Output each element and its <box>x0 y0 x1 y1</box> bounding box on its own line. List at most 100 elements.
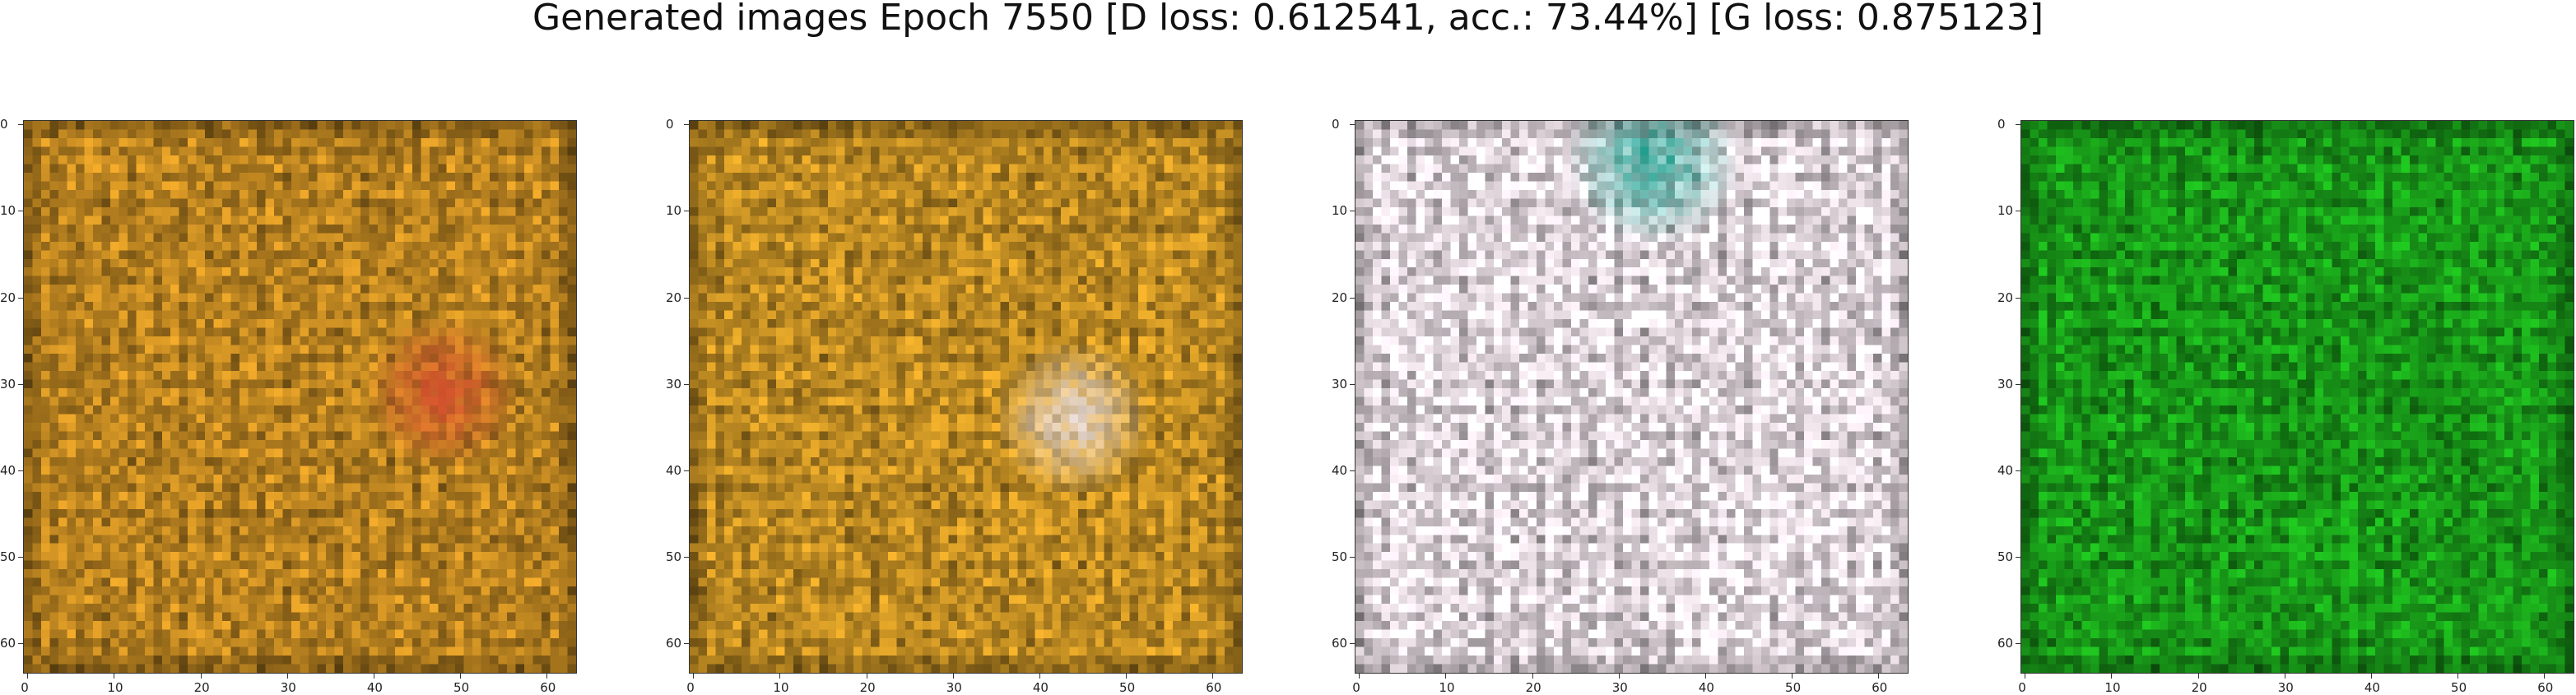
y-tick-mark <box>2016 383 2020 385</box>
y-tick-label: 0 <box>0 117 8 132</box>
x-tick-label: 10 <box>2104 680 2121 695</box>
y-tick-label: 10 <box>1997 203 2014 219</box>
x-tick-label: 50 <box>1785 680 1802 695</box>
y-tick-mark <box>1350 470 1355 471</box>
generated-image-3 <box>1355 120 1909 674</box>
y-tick-label: 10 <box>666 203 682 219</box>
x-tick-label: 30 <box>946 680 962 695</box>
x-tick-mark <box>1532 674 1533 679</box>
y-tick-mark <box>1350 383 1355 385</box>
y-tick-mark <box>684 383 689 385</box>
y-tick-label: 60 <box>666 636 682 651</box>
x-tick-label: 60 <box>540 680 556 695</box>
x-tick-label: 50 <box>1119 680 1136 695</box>
x-tick-label: 0 <box>2018 680 2026 695</box>
x-tick-mark <box>1792 674 1793 679</box>
x-tick-mark <box>460 674 462 679</box>
y-tick-label: 50 <box>1997 549 2014 565</box>
x-tick-label: 40 <box>1698 680 1714 695</box>
x-tick-label: 30 <box>280 680 296 695</box>
y-tick-mark <box>1350 124 1355 126</box>
y-tick-label: 10 <box>0 203 16 219</box>
x-tick-label: 20 <box>193 680 210 695</box>
y-tick-label: 20 <box>1332 290 1348 305</box>
image-canvas <box>1355 121 1908 673</box>
y-tick-label: 60 <box>1997 636 2014 651</box>
x-tick-mark <box>779 674 781 679</box>
y-tick-label: 40 <box>666 462 682 478</box>
x-tick-label: 60 <box>1872 680 1888 695</box>
y-tick-label: 0 <box>1332 117 1340 132</box>
y-tick-mark <box>2016 124 2020 126</box>
y-tick-mark <box>2016 643 2020 645</box>
y-tick-mark <box>2016 470 2020 471</box>
x-tick-mark <box>1878 674 1880 679</box>
x-tick-label: 10 <box>1439 680 1455 695</box>
x-tick-label: 20 <box>859 680 876 695</box>
x-tick-label: 0 <box>686 680 695 695</box>
y-tick-label: 30 <box>1332 376 1348 392</box>
x-tick-mark <box>1359 674 1360 679</box>
y-tick-mark <box>684 643 689 645</box>
y-tick-label: 20 <box>666 290 682 305</box>
y-tick-mark <box>1350 643 1355 645</box>
y-tick-mark <box>684 557 689 558</box>
x-tick-label: 40 <box>2364 680 2380 695</box>
x-tick-mark <box>952 674 954 679</box>
image-canvas <box>690 121 1242 673</box>
x-tick-label: 20 <box>1525 680 1541 695</box>
x-tick-mark <box>1445 674 1447 679</box>
generated-image-2 <box>689 120 1243 674</box>
x-tick-mark <box>2370 674 2372 679</box>
x-tick-mark <box>1618 674 1620 679</box>
y-tick-label: 20 <box>0 290 16 305</box>
y-tick-mark <box>18 297 23 299</box>
x-tick-label: 50 <box>2451 680 2467 695</box>
figure-title: Generated images Epoch 7550 [D loss: 0.6… <box>532 0 2044 39</box>
y-tick-mark <box>18 470 23 471</box>
y-tick-label: 30 <box>1997 376 2014 392</box>
y-tick-mark <box>1350 297 1355 299</box>
generated-image-4 <box>2020 120 2574 674</box>
y-tick-label: 0 <box>1997 117 2006 132</box>
y-tick-mark <box>18 383 23 385</box>
x-tick-label: 0 <box>1352 680 1360 695</box>
y-tick-label: 40 <box>1332 462 1348 478</box>
x-tick-mark <box>2197 674 2199 679</box>
y-tick-label: 0 <box>666 117 674 132</box>
y-tick-mark <box>684 470 689 471</box>
y-tick-mark <box>684 297 689 299</box>
y-tick-label: 40 <box>0 462 16 478</box>
x-tick-label: 30 <box>2277 680 2294 695</box>
y-tick-mark <box>18 643 23 645</box>
x-tick-label: 60 <box>2537 680 2554 695</box>
y-tick-label: 30 <box>666 376 682 392</box>
generated-image-1 <box>23 120 577 674</box>
y-tick-label: 60 <box>1332 636 1348 651</box>
x-tick-mark <box>1704 674 1706 679</box>
y-tick-label: 40 <box>1997 462 2014 478</box>
y-tick-mark <box>1350 557 1355 558</box>
y-tick-label: 50 <box>1332 549 1348 565</box>
y-tick-label: 20 <box>1997 290 2014 305</box>
x-tick-label: 10 <box>773 680 789 695</box>
x-tick-mark <box>2111 674 2113 679</box>
x-tick-label: 50 <box>453 680 470 695</box>
image-canvas <box>24 121 576 673</box>
y-tick-label: 10 <box>1332 203 1348 219</box>
x-tick-label: 40 <box>366 680 383 695</box>
x-tick-mark <box>286 674 288 679</box>
y-tick-mark <box>684 124 689 126</box>
x-tick-mark <box>2457 674 2459 679</box>
x-tick-mark <box>2544 674 2546 679</box>
x-tick-label: 0 <box>21 680 29 695</box>
x-tick-label: 60 <box>1206 680 1222 695</box>
x-tick-mark <box>200 674 202 679</box>
y-tick-mark <box>2016 557 2020 558</box>
x-tick-mark <box>27 674 29 679</box>
x-tick-label: 20 <box>2191 680 2207 695</box>
x-tick-mark <box>1212 674 1214 679</box>
y-tick-label: 60 <box>0 636 16 651</box>
x-tick-label: 40 <box>1032 680 1049 695</box>
image-canvas <box>2021 121 2574 673</box>
